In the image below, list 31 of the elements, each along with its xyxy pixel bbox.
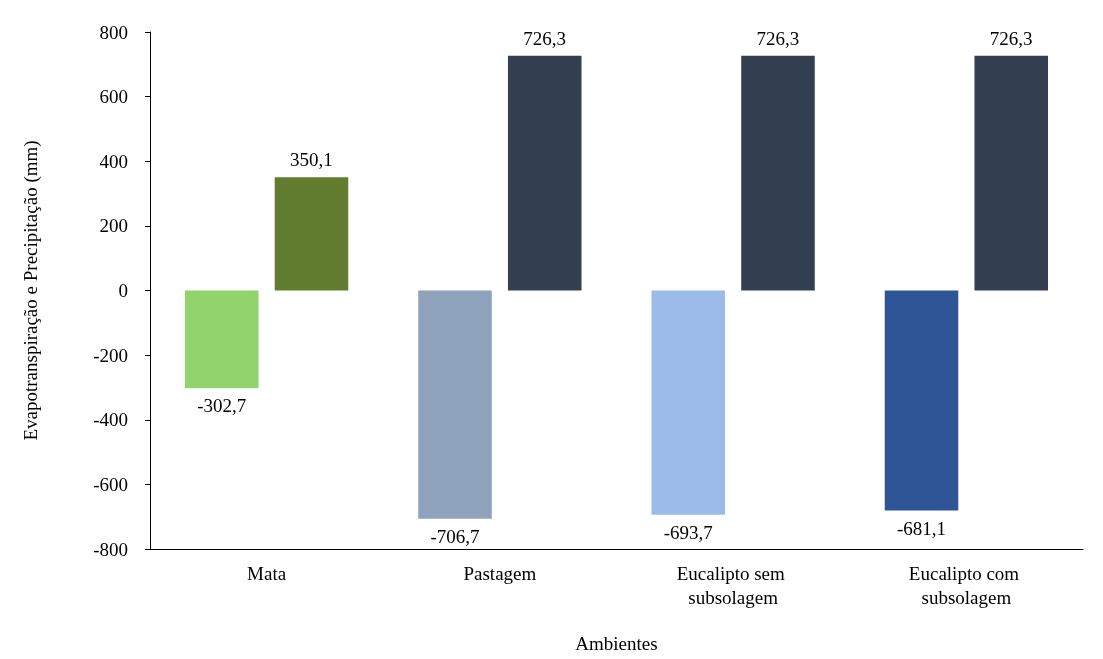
x-tick-label: Eucalipto com subsolagem bbox=[908, 562, 1024, 608]
bar bbox=[651, 290, 726, 515]
x-tick-label: Mata bbox=[247, 562, 287, 584]
x-tick-label: Eucalipto sem subsolagem bbox=[676, 562, 790, 608]
data-label: -681,1 bbox=[896, 517, 947, 539]
y-axis-title: Evapotranspiração e Precipitação (mm) bbox=[20, 140, 42, 441]
data-label: 726,3 bbox=[756, 27, 800, 49]
x-axis-title: Ambientes bbox=[575, 633, 658, 654]
x-tick-label: Pastagem bbox=[463, 562, 537, 584]
y-tick-label: -600 bbox=[93, 473, 128, 495]
bar bbox=[274, 177, 349, 291]
y-tick-label: -200 bbox=[93, 344, 128, 366]
y-tick-label: 600 bbox=[99, 86, 128, 108]
y-tick-label: 800 bbox=[99, 21, 128, 43]
data-label: 726,3 bbox=[523, 27, 567, 49]
y-tick-label: 0 bbox=[118, 280, 128, 301]
data-label: 726,3 bbox=[989, 27, 1033, 49]
y-tick-label: 400 bbox=[99, 150, 128, 172]
y-tick-label: -800 bbox=[93, 538, 128, 560]
y-tick-label: 200 bbox=[99, 215, 128, 237]
bar bbox=[974, 55, 1049, 291]
data-label: -302,7 bbox=[197, 395, 247, 417]
bar bbox=[741, 55, 815, 291]
bar bbox=[884, 290, 959, 511]
data-label: -693,7 bbox=[663, 521, 713, 543]
data-label: 350,1 bbox=[290, 149, 333, 171]
bar bbox=[507, 55, 582, 291]
y-tick-label: -400 bbox=[93, 409, 128, 431]
bar bbox=[418, 290, 492, 519]
data-label: -706,7 bbox=[430, 525, 480, 547]
bar bbox=[184, 290, 259, 389]
